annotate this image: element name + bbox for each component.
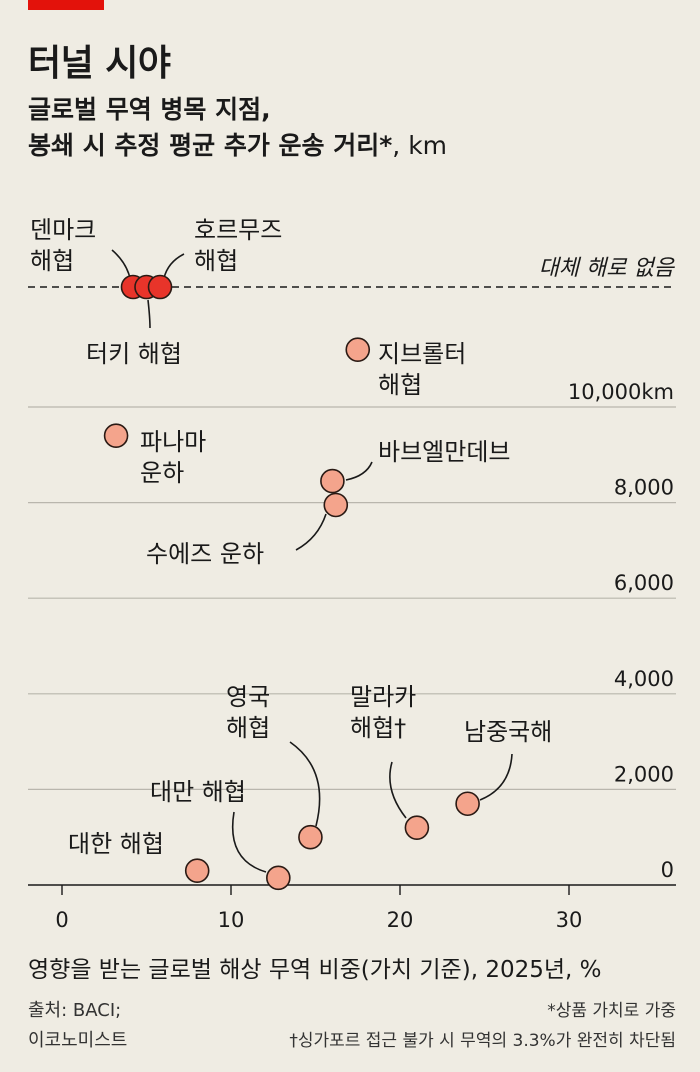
subtitle-line-1: 글로벌 무역 병목 지점,	[28, 95, 271, 124]
x-tick-label: 20	[387, 908, 414, 932]
leader-line	[147, 299, 151, 329]
leader-line	[345, 461, 373, 481]
point-label: 수에즈 운하	[146, 540, 264, 568]
footnote-weighting: *상품 가치로 가중	[547, 1001, 676, 1021]
point-label: 대한 해협	[68, 830, 164, 858]
data-point	[320, 468, 345, 494]
point-label: 남중국해	[464, 718, 552, 746]
point-label: 운하	[140, 459, 184, 487]
brand-tab	[28, 0, 104, 10]
point-label: 대만 해협	[150, 778, 246, 806]
source-line-1: 출처: BACI;	[28, 1000, 122, 1021]
point-label: 해협†	[350, 714, 406, 742]
y-tick-label: 2,000	[614, 762, 674, 786]
footnote-singapore: †싱가포르 접근 불가 시 무역의 3.3%가 완전히 차단됨	[289, 1031, 676, 1051]
x-axis-label: 영향을 받는 글로벌 해상 무역 비중(가치 기준), 2025년, %	[28, 957, 602, 983]
y-tick-label: 8,000	[614, 476, 674, 500]
scatter-chart: 0 2,000 4,000 6,000 8,000 10,000km 0 10 20 30 대체 해…	[28, 216, 676, 932]
data-point	[266, 865, 291, 891]
point-label: 해협	[378, 371, 422, 399]
point-label: 해협	[30, 247, 74, 275]
leader-line	[295, 513, 327, 551]
leader-line	[111, 249, 131, 279]
data-point	[298, 824, 323, 850]
data-point	[323, 492, 349, 518]
data-point	[147, 274, 173, 300]
source-note: 출처: BACI; 이코노미스트	[28, 996, 127, 1056]
point-label: 호르무즈	[194, 216, 282, 244]
data-point	[404, 815, 430, 840]
leader-line	[231, 811, 267, 873]
point-label: 말라카	[350, 683, 416, 711]
y-tick-label: 10,000km	[568, 380, 674, 404]
y-tick-label: 0	[661, 858, 674, 882]
subtitle-unit: , km	[392, 131, 448, 160]
leader-line	[289, 741, 321, 827]
leader-line	[163, 253, 185, 279]
y-tick-label: 6,000	[614, 571, 674, 595]
data-point	[345, 337, 371, 362]
source-line-2: 이코노미스트	[28, 1030, 128, 1051]
no-alternative-label: 대체 해로 없음	[539, 256, 676, 281]
point-label: 해협	[226, 714, 270, 742]
point-label: 덴마크	[30, 216, 96, 244]
subtitle-line-2: 봉쇄 시 추정 평균 추가 운송 거리*, km	[28, 128, 447, 164]
data-point	[455, 791, 480, 817]
footnotes: *상품 가치로 가중 †싱가포르 접근 불가 시 무역의 3.3%가 완전히 차…	[289, 996, 676, 1056]
x-tick-label: 30	[556, 908, 583, 932]
point-label: 영국	[226, 683, 270, 711]
subtitle-line-2-text: 봉쇄 시 추정 평균 추가 운송 거리*	[28, 131, 393, 160]
point-label: 지브롤터	[378, 340, 466, 368]
chart-subtitle: 글로벌 무역 병목 지점, 봉쇄 시 추정 평균 추가 운송 거리*, km	[28, 92, 447, 164]
point-label: 해협	[194, 247, 238, 275]
leader-line	[389, 761, 407, 819]
y-tick-label: 4,000	[614, 667, 674, 691]
chart-title: 터널 시야	[28, 43, 171, 84]
data-point	[103, 423, 129, 448]
point-label: 파나마	[140, 428, 206, 456]
data-point	[184, 858, 210, 883]
x-tick-label: 10	[218, 908, 245, 932]
point-label: 바브엘만데브	[378, 438, 510, 466]
leader-line	[479, 753, 513, 801]
point-label: 터키 해협	[86, 340, 182, 368]
x-tick-label: 0	[55, 908, 68, 932]
